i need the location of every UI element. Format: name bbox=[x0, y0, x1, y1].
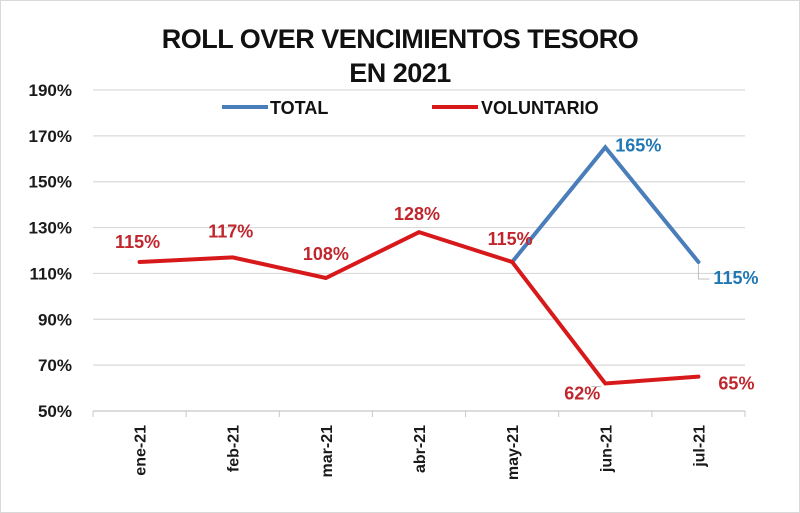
data-label: 165% bbox=[615, 135, 661, 155]
leader-line bbox=[697, 263, 710, 280]
data-label: 108% bbox=[303, 244, 349, 264]
data-label: 115% bbox=[713, 268, 758, 288]
x-tick-label: feb-21 bbox=[226, 425, 243, 472]
chart-title-line-2: EN 2021 bbox=[349, 58, 451, 88]
data-label: 115% bbox=[488, 229, 533, 249]
gridlines bbox=[93, 89, 745, 412]
data-label: 128% bbox=[394, 204, 440, 224]
x-tick-label: jul-21 bbox=[691, 425, 708, 468]
x-tick-label: jun-21 bbox=[598, 425, 615, 473]
x-tick-label: abr-21 bbox=[412, 425, 429, 473]
legend-voluntario-label: VOLUNTARIO bbox=[481, 98, 599, 118]
y-tick-label: 50% bbox=[38, 402, 72, 421]
data-label: 62% bbox=[564, 383, 600, 403]
x-tick-label: may-21 bbox=[505, 425, 522, 480]
y-tick-label: 130% bbox=[29, 219, 72, 238]
legend-total-label: TOTAL bbox=[270, 98, 328, 118]
y-tick-label: 150% bbox=[29, 173, 72, 192]
y-tick-label: 70% bbox=[38, 356, 72, 375]
data-label: 115% bbox=[115, 232, 160, 252]
x-tick-label: mar-21 bbox=[319, 425, 336, 478]
data-label: 65% bbox=[718, 374, 754, 394]
y-tick-label: 90% bbox=[38, 310, 72, 329]
data-labels: 165% 115% 115% 117% 108% 128% 115% 62% 65% bbox=[115, 135, 758, 403]
series-line-voluntario bbox=[137, 230, 701, 386]
legend: TOTAL VOLUNTARIO bbox=[222, 98, 599, 118]
series-lines bbox=[137, 144, 701, 386]
y-axis: 190% 170% 150% 130% 110% 90% 70% 50% bbox=[29, 81, 72, 421]
y-tick-label: 110% bbox=[29, 264, 72, 283]
x-axis: ene-21 feb-21 mar-21 abr-21 may-21 jun-21 jul-… bbox=[92, 411, 746, 480]
series-line-total bbox=[510, 144, 701, 264]
y-tick-label: 190% bbox=[29, 81, 72, 100]
y-tick-label: 170% bbox=[29, 127, 72, 146]
x-tick-label: ene-21 bbox=[133, 425, 150, 476]
chart-title-line-1: ROLL OVER VENCIMIENTOS TESORO bbox=[161, 24, 639, 54]
data-label: 117% bbox=[208, 221, 253, 241]
